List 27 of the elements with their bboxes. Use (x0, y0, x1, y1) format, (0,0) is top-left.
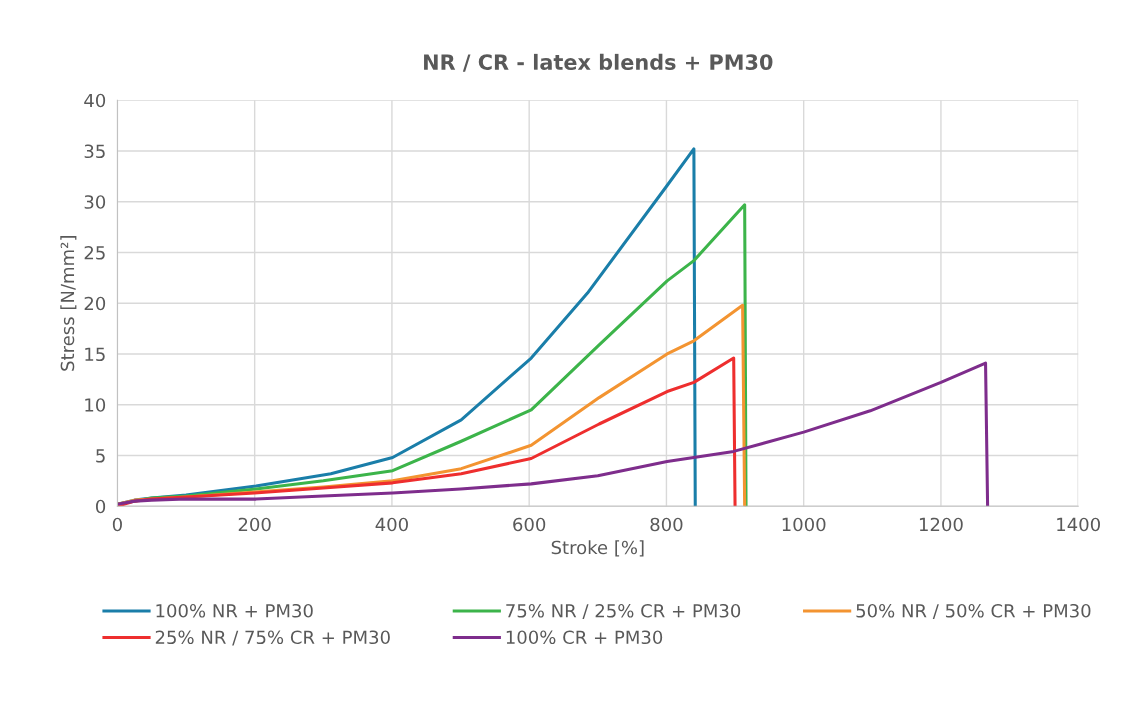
chart-title: NR / CR - latex blends + PM30 (424, 53, 773, 72)
y-tick-label: 10 (85, 398, 106, 412)
line-series (117, 356, 737, 507)
x-tick-label: 600 (513, 517, 546, 532)
y-tick-label: 15 (85, 347, 105, 362)
x-tick-label: 1200 (919, 517, 963, 532)
x-axis-title: Stroke [%] (551, 540, 644, 557)
y-tick-label: 5 (96, 449, 105, 463)
x-tick-label: 800 (650, 517, 683, 532)
y-axis-title: Stress [N/mm²] (60, 236, 77, 371)
legend-label: 25% NR / 75% CR + PM30 (155, 630, 390, 646)
y-tick-label: 35 (84, 144, 105, 159)
x-tick-label: 1400 (1057, 517, 1100, 532)
legend-label: 75% NR / 25% CR + PM30 (506, 603, 741, 620)
x-tick-label: 1000 (782, 517, 826, 532)
y-tick-label: 30 (84, 195, 106, 209)
x-tick-label: 0 (112, 517, 122, 532)
y-tick-label: 20 (84, 296, 106, 311)
x-tick-label: 200 (238, 517, 271, 532)
legend-label: 100% NR + PM30 (156, 603, 313, 618)
x-tick-label: 400 (375, 517, 408, 532)
legend-label: 50% NR / 50% CR + PM30 (856, 603, 1091, 620)
line-series (117, 361, 990, 507)
y-tick-label: 0 (96, 499, 106, 514)
y-tick-label: 40 (84, 93, 106, 108)
legend-label: 100% CR + PM30 (506, 630, 663, 645)
y-tick-label: 25 (84, 245, 105, 260)
